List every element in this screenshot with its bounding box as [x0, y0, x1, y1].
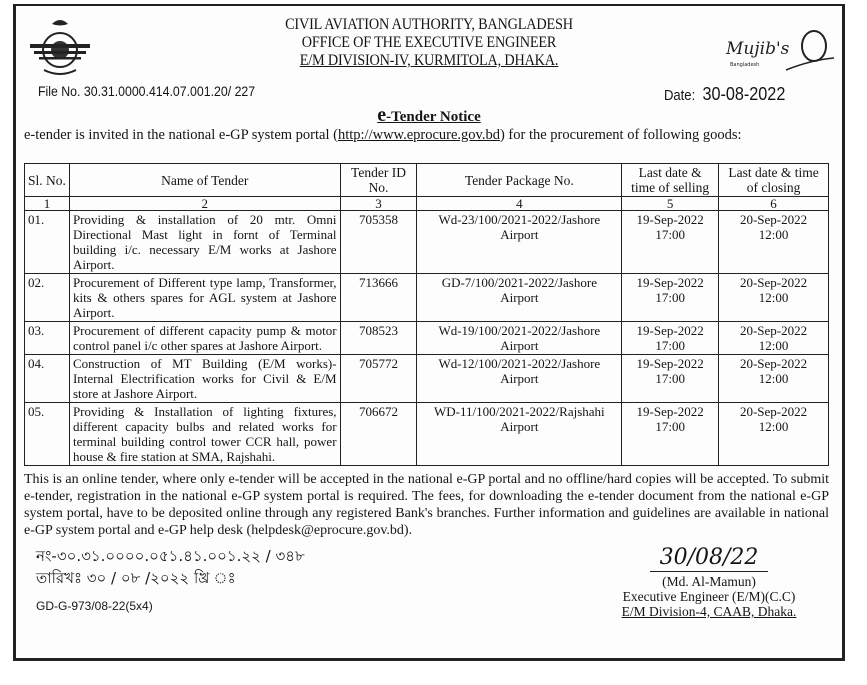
notice-body: Sl. No. Name of Tender Tender ID No. Ten…: [24, 163, 829, 619]
col-header: Name of Tender: [68, 163, 341, 197]
division-name: E/M DIVISION-IV, KURMITOLA, DHAKA.: [299, 52, 559, 69]
signatory-designation: Executive Engineer (E/M)(C.C): [622, 589, 796, 604]
package-no-cell: Wd-12/100/2021-2022/Jashore Airport: [416, 354, 623, 403]
eprocure-link[interactable]: http://www.eprocure.gov.bd: [337, 127, 500, 143]
selling-deadline-cell: 19-Sep-2022 17:00: [621, 402, 720, 466]
letterhead: CIVIL AVIATION AUTHORITY, BANGLADESH OFF…: [16, 16, 842, 70]
tender-id-cell: 713666: [339, 273, 418, 322]
table-row: 01. Providing & installation of 20 mtr. O…: [24, 210, 829, 274]
sl-cell: 04.: [24, 354, 70, 403]
table-row: 05. Providing & Installation of lighting …: [24, 402, 829, 466]
table-row: 02. Procurement of Different type lamp, T…: [24, 273, 829, 322]
memo-block: নং-৩০.৩১.০০০০.০৫১.৪১.০০১.২২ / ৩৪৮ তারিখঃ…: [24, 545, 305, 619]
tender-name-cell: Procurement of different capacity pump &…: [68, 321, 341, 355]
selling-deadline-cell: 19-Sep-2022 17:00: [621, 273, 720, 322]
closing-deadline-cell: 20-Sep-2022 12:00: [718, 321, 829, 355]
closing-deadline-cell: 20-Sep-2022 12:00: [718, 354, 829, 403]
col-header: Last date & time of closing: [718, 163, 829, 197]
memo-date: তারিখঃ ৩০ / ০৮ /২০২২ খ্রি ঃ: [36, 569, 236, 587]
closing-section: নং-৩০.৩১.০০০০.০৫১.৪১.০০১.২২ / ৩৪৮ তারিখঃ…: [24, 545, 829, 619]
tender-name-cell: Procurement of Different type lamp, Tran…: [68, 273, 341, 322]
org-name: CIVIL AVIATION AUTHORITY, BANGLADESH: [285, 16, 573, 33]
tender-id-cell: 706672: [339, 402, 418, 466]
selling-deadline-cell: 19-Sep-2022 17:00: [621, 354, 720, 403]
office-name: OFFICE OF THE EXECUTIVE ENGINEER: [301, 34, 557, 51]
tender-notice: CIVIL AVIATION AUTHORITY, BANGLADESH OFF…: [13, 4, 845, 661]
col-number: 1: [24, 196, 70, 211]
closing-deadline-cell: 20-Sep-2022 12:00: [718, 402, 829, 466]
col-header: Last date & time of selling: [621, 163, 720, 197]
notice-title: e-Tender Notice: [377, 104, 481, 126]
caab-emblem-logo: [30, 20, 90, 75]
col-header: Tender ID No.: [339, 163, 418, 197]
col-number: 6: [718, 196, 829, 211]
sl-cell: 03.: [24, 321, 70, 355]
closing-deadline-cell: 20-Sep-2022 12:00: [718, 210, 829, 274]
memo-number: নং-৩০.৩১.০০০০.০৫১.৪১.০০১.২২ / ৩৪৮: [36, 547, 305, 565]
sl-cell: 01.: [24, 210, 70, 274]
column-number-row: 1 2 3 4 5 6: [24, 196, 829, 211]
tender-name-cell: Construction of MT Building (E/M works)-…: [68, 354, 341, 403]
file-number: File No. 30.31.0000.414.07.001.20/ 227: [38, 83, 256, 99]
notice-date: Date: 30-08-2022: [664, 84, 786, 104]
mujib-logo: Mujib's Bangladesh: [725, 30, 835, 71]
intro-paragraph: e-tender is invited in the national e-GP…: [24, 127, 742, 143]
selling-deadline-cell: 19-Sep-2022 17:00: [621, 210, 720, 274]
package-no-cell: WD-11/100/2021-2022/Rajshahi Airport: [416, 402, 623, 466]
tender-id-cell: 705772: [339, 354, 418, 403]
tender-name-cell: Providing & installation of 20 mtr. Omni…: [68, 210, 341, 274]
table-row: 04. Construction of MT Building (E/M work…: [24, 354, 829, 403]
signatory-office: E/M Division-4, CAAB, Dhaka.: [621, 604, 797, 619]
terms-paragraph: This is an online tender, where only e-t…: [24, 472, 829, 538]
col-number: 2: [68, 196, 341, 211]
table-header-row: Sl. No. Name of Tender Tender ID No. Ten…: [24, 163, 829, 197]
signatory-name: (Md. Al-Mamun): [662, 574, 756, 589]
tender-id-cell: 708523: [339, 321, 418, 355]
col-number: 4: [416, 196, 623, 211]
sl-cell: 05.: [24, 402, 70, 466]
package-no-cell: Wd-19/100/2021-2022/Jashore Airport: [416, 321, 623, 355]
col-header: Sl. No.: [24, 163, 70, 197]
col-number: 3: [339, 196, 418, 211]
tender-table: Sl. No. Name of Tender Tender ID No. Ten…: [24, 163, 829, 466]
svg-text:Bangladesh: Bangladesh: [730, 62, 759, 68]
tender-id-cell: 705358: [339, 210, 418, 274]
svg-text:Mujib's: Mujib's: [725, 39, 790, 59]
table-row: 03. Procurement of different capacity pum…: [24, 321, 829, 355]
sl-cell: 02.: [24, 273, 70, 322]
gd-code: GD-G-973/08-22(5x4): [36, 599, 153, 613]
signature-block: 30/08/22 (Md. Al-Mamun) Executive Engine…: [589, 545, 829, 619]
selling-deadline-cell: 19-Sep-2022 17:00: [621, 321, 720, 355]
package-no-cell: Wd-23/100/2021-2022/Jashore Airport: [416, 210, 623, 274]
col-header: Tender Package No.: [416, 163, 623, 197]
handwritten-signature-date: 30/08/22: [649, 545, 769, 572]
col-number: 5: [621, 196, 720, 211]
closing-deadline-cell: 20-Sep-2022 12:00: [718, 273, 829, 322]
tender-name-cell: Providing & Installation of lighting fix…: [68, 402, 341, 466]
package-no-cell: GD-7/100/2021-2022/Jashore Airport: [416, 273, 623, 322]
